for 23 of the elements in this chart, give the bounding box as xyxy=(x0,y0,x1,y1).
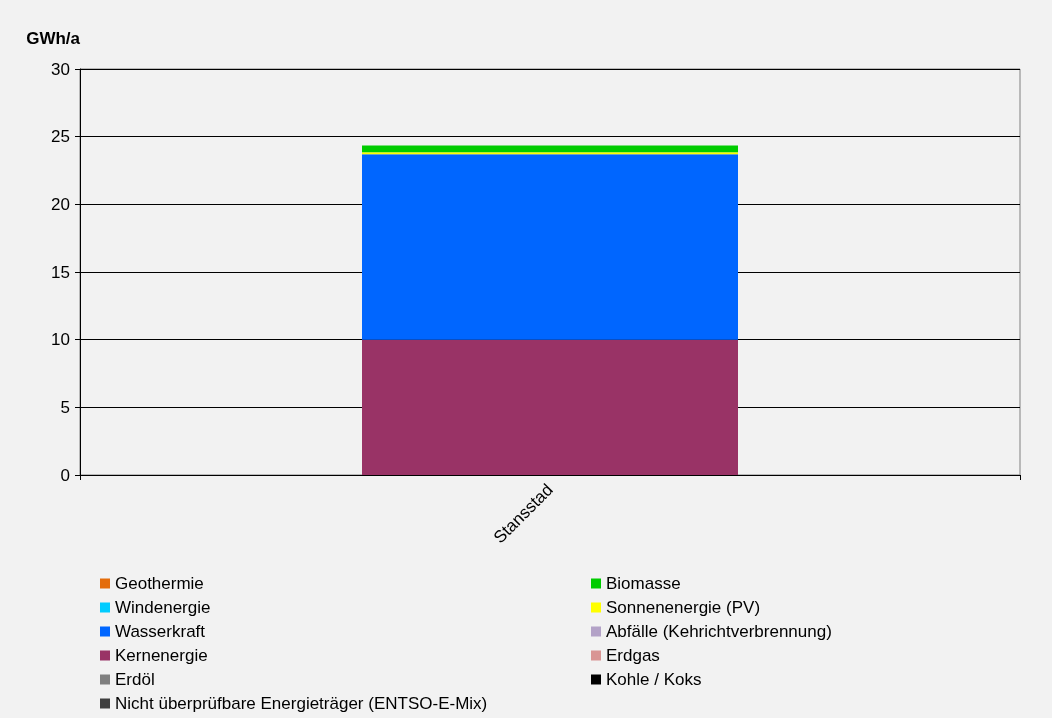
bar xyxy=(362,145,738,153)
legend-label: Nicht überprüfbare Energieträger (ENTSO-E-Mix) xyxy=(115,694,488,713)
legend-label: Abfälle (Kehrichtverbrennung) xyxy=(606,622,832,641)
legend-label: Geothermie xyxy=(115,574,204,593)
legend-label: Kohle / Koks xyxy=(606,670,702,689)
y-tick-label: 30 xyxy=(51,59,70,79)
legend-label: Sonnenenergie (PV) xyxy=(606,598,761,617)
y-tick-label: 20 xyxy=(51,194,70,214)
y-tick-label: 0 xyxy=(60,465,70,485)
legend-label: Erdgas xyxy=(606,646,660,665)
legend-label: Erdöl xyxy=(115,670,155,689)
y-tick-label: 15 xyxy=(51,262,70,282)
legend-label: Windenergie xyxy=(115,598,211,617)
y-tick-label: 25 xyxy=(51,127,70,147)
bar xyxy=(362,154,738,340)
y-axis-title: GWh/a xyxy=(26,29,81,48)
y-tick-label: 10 xyxy=(51,330,70,350)
bar xyxy=(362,339,738,475)
legend-label: Biomasse xyxy=(606,574,681,593)
bar xyxy=(362,152,738,155)
legend-label: Kernenergie xyxy=(115,646,208,665)
y-tick-label: 5 xyxy=(60,397,70,417)
legend-label: Wasserkraft xyxy=(115,622,206,641)
